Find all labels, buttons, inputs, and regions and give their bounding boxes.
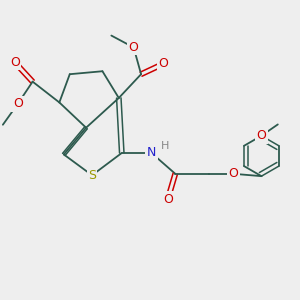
Text: O: O bbox=[163, 193, 173, 206]
Text: O: O bbox=[13, 98, 23, 110]
Text: O: O bbox=[158, 57, 168, 70]
Text: O: O bbox=[256, 129, 266, 142]
Text: O: O bbox=[228, 167, 238, 180]
Text: S: S bbox=[88, 169, 96, 182]
Text: O: O bbox=[129, 41, 139, 54]
Text: H: H bbox=[161, 141, 169, 152]
Text: O: O bbox=[10, 56, 20, 69]
Text: N: N bbox=[147, 146, 156, 160]
